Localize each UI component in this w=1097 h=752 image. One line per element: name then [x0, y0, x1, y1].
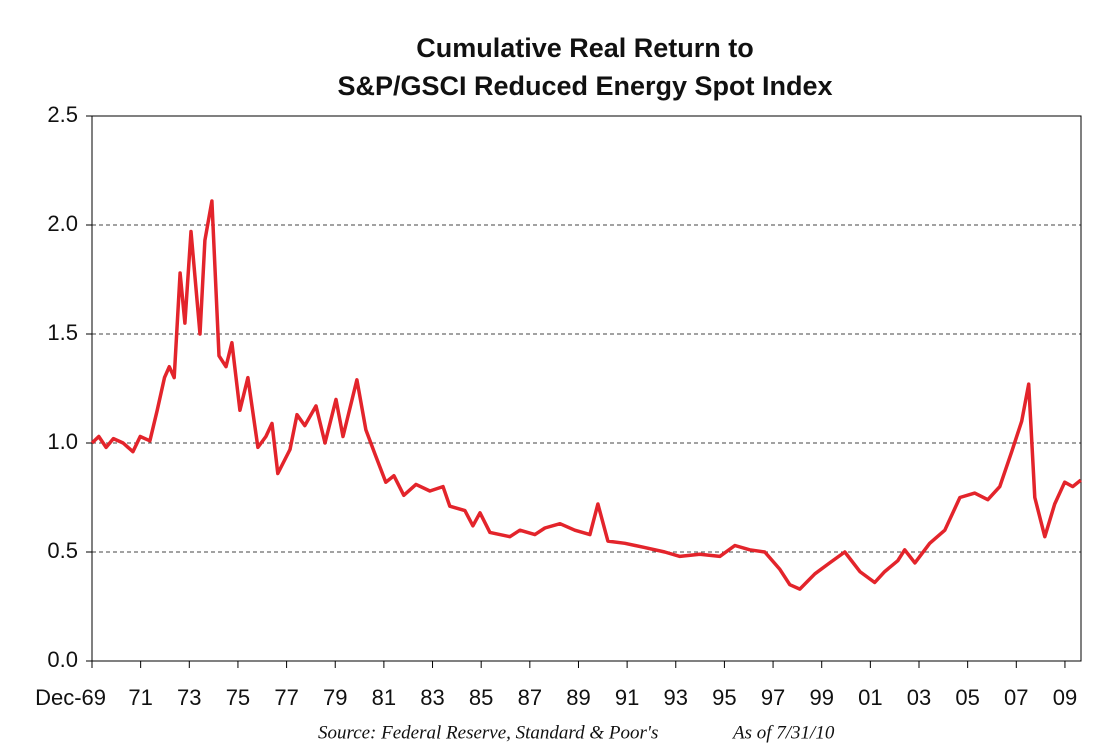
y-tick-label: 2.5	[47, 102, 78, 127]
y-tick-label: 1.5	[47, 320, 78, 345]
x-tick-label: 95	[712, 685, 736, 710]
chart-title: S&P/GSCI Reduced Energy Spot Index	[337, 71, 832, 101]
x-tick-label: 91	[615, 685, 639, 710]
x-tick-label: 99	[809, 685, 833, 710]
x-tick-label: 89	[566, 685, 590, 710]
x-tick-label: 73	[177, 685, 201, 710]
x-tick-label: 07	[1004, 685, 1028, 710]
y-tick-label: 1.0	[47, 429, 78, 454]
source-note: Source: Federal Reserve, Standard & Poor…	[318, 722, 658, 743]
y-tick-label: 2.0	[47, 211, 78, 236]
as-of-note: As of 7/31/10	[731, 722, 835, 743]
x-tick-label: 05	[955, 685, 979, 710]
x-tick-label: 97	[761, 685, 785, 710]
x-tick-label: 85	[469, 685, 493, 710]
x-tick-label: 01	[858, 685, 882, 710]
chart-title: Cumulative Real Return to	[416, 33, 754, 63]
x-tick-label: Dec-69	[35, 685, 106, 710]
x-tick-label: 75	[226, 685, 250, 710]
x-tick-label: 79	[323, 685, 347, 710]
x-tick-label: 87	[518, 685, 542, 710]
x-tick-label: 77	[274, 685, 298, 710]
x-tick-label: 09	[1053, 685, 1077, 710]
x-tick-label: 81	[372, 685, 396, 710]
x-tick-label: 83	[420, 685, 444, 710]
y-tick-label: 0.0	[47, 647, 78, 672]
y-tick-label: 0.5	[47, 538, 78, 563]
plot-frame	[91, 115, 1082, 662]
x-tick-label: 03	[907, 685, 931, 710]
x-tick-label: 71	[128, 685, 152, 710]
data-line	[90, 199, 1082, 591]
x-tick-label: 93	[664, 685, 688, 710]
